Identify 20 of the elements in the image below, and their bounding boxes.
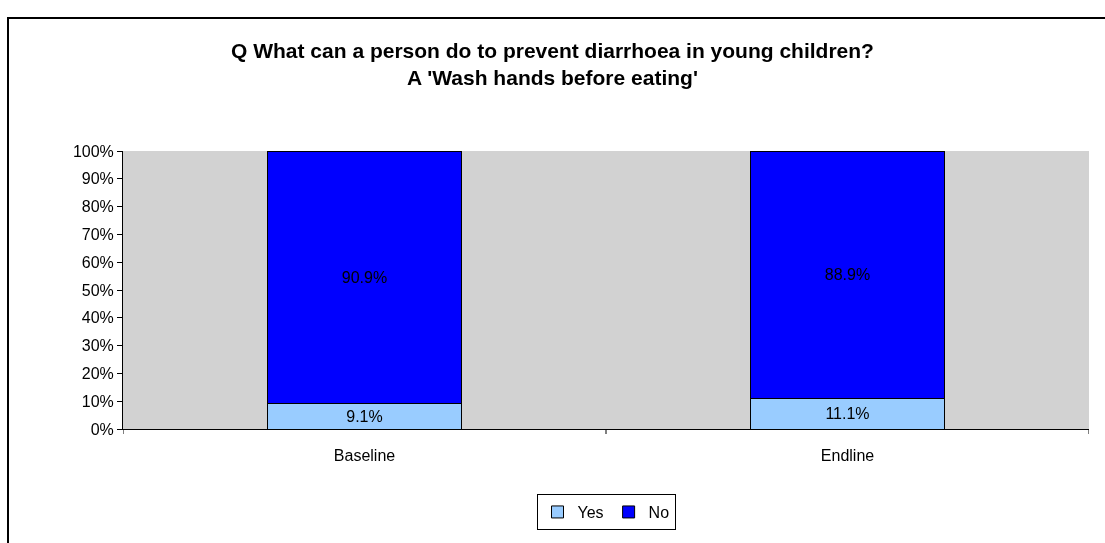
y-tick-label: 10% (81, 392, 114, 410)
data-label: 88.9% (824, 266, 871, 284)
y-tick-label: 30% (81, 337, 114, 355)
y-tick-label: 0% (90, 420, 114, 438)
y-tick-label: 20% (81, 365, 114, 382)
data-label: 9.1% (346, 407, 383, 425)
y-tick-label: 50% (81, 281, 114, 299)
x-tick-label: Baseline (333, 447, 396, 465)
x-tick-label: Endline (820, 447, 875, 465)
legend-label: Yes (577, 504, 604, 522)
data-label: 90.9% (341, 268, 388, 286)
y-tick-label: 90% (81, 170, 114, 188)
chart-title: Q What can a person do to prevent diarrhoea in young children? A 'Wash hands before eating' (231, 39, 874, 90)
data-label: 11.1% (825, 405, 870, 423)
y-tick-label: 100% (72, 142, 114, 160)
legend-label: No (648, 504, 670, 522)
y-tick-label: 70% (81, 226, 114, 243)
y-tick-label: 80% (81, 198, 114, 216)
y-tick-label: 60% (81, 253, 114, 271)
y-tick-label: 40% (81, 309, 114, 327)
